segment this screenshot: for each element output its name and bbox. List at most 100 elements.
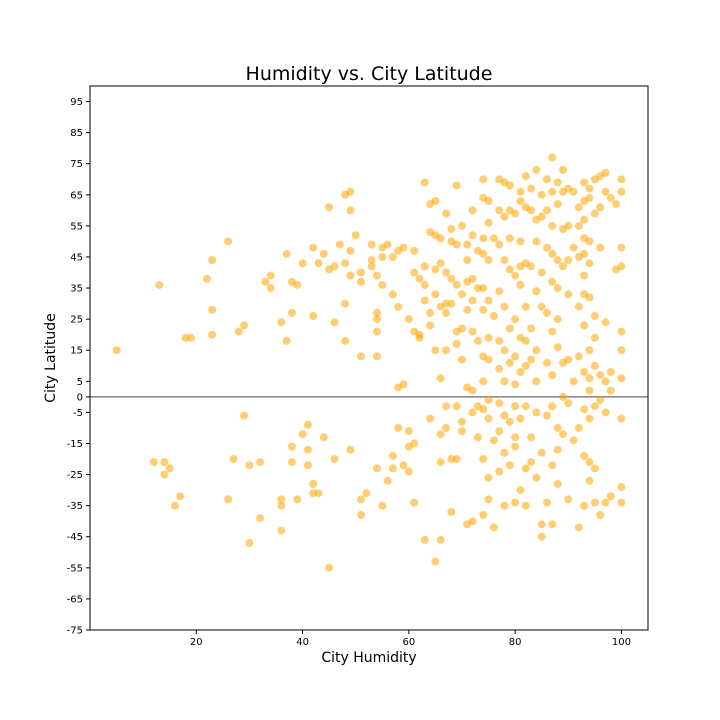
y-tick-label: 65 bbox=[70, 190, 83, 201]
data-point bbox=[484, 197, 493, 205]
y-tick-label: 5 bbox=[77, 377, 83, 388]
data-point bbox=[330, 455, 339, 463]
data-point bbox=[548, 402, 557, 411]
data-point bbox=[516, 187, 525, 196]
x-tick-label: 60 bbox=[402, 637, 415, 648]
data-point bbox=[452, 181, 461, 190]
data-point bbox=[521, 464, 530, 473]
data-point bbox=[516, 280, 525, 289]
data-point bbox=[564, 256, 573, 265]
y-tick-label: -15 bbox=[67, 439, 83, 450]
data-point bbox=[367, 262, 376, 271]
data-point bbox=[585, 374, 594, 383]
data-point bbox=[277, 495, 286, 504]
data-point bbox=[277, 526, 286, 535]
data-point bbox=[617, 243, 626, 252]
data-points bbox=[112, 153, 626, 572]
data-point bbox=[357, 268, 365, 277]
data-point bbox=[521, 302, 530, 311]
data-point bbox=[388, 253, 397, 261]
y-tick-label: 15 bbox=[70, 346, 83, 357]
data-point bbox=[452, 455, 461, 463]
data-point bbox=[564, 355, 573, 364]
data-point bbox=[431, 197, 440, 205]
data-point bbox=[171, 501, 179, 510]
data-point bbox=[256, 514, 265, 523]
data-point bbox=[463, 256, 472, 265]
data-point bbox=[436, 234, 445, 243]
data-point bbox=[394, 302, 403, 311]
data-point bbox=[521, 172, 530, 181]
data-point bbox=[341, 336, 350, 345]
y-tick-label: 35 bbox=[70, 284, 83, 295]
data-point bbox=[537, 190, 546, 199]
data-point bbox=[298, 259, 307, 268]
data-point bbox=[314, 489, 323, 498]
data-point bbox=[484, 296, 493, 305]
data-point bbox=[574, 352, 583, 361]
x-tick-label: 20 bbox=[190, 637, 203, 648]
data-point bbox=[537, 520, 546, 529]
data-point bbox=[341, 259, 350, 268]
data-point bbox=[436, 458, 445, 467]
data-point bbox=[346, 246, 355, 255]
y-tick-label: 85 bbox=[70, 128, 83, 139]
data-point bbox=[537, 302, 546, 311]
data-point bbox=[266, 271, 275, 280]
data-point bbox=[479, 284, 488, 293]
data-point bbox=[447, 274, 456, 283]
data-point bbox=[452, 240, 461, 249]
data-point bbox=[548, 153, 557, 162]
data-point bbox=[601, 498, 610, 507]
data-point bbox=[436, 259, 445, 268]
chart-title: Humidity vs. City Latitude bbox=[246, 63, 493, 85]
data-point bbox=[569, 377, 578, 386]
data-point bbox=[612, 200, 621, 209]
data-point bbox=[431, 557, 440, 566]
data-point bbox=[559, 262, 567, 271]
data-point bbox=[585, 293, 594, 302]
data-point bbox=[553, 423, 562, 432]
data-point bbox=[484, 355, 493, 364]
data-point bbox=[596, 511, 605, 519]
y-tick-label: 95 bbox=[70, 97, 83, 108]
data-point bbox=[479, 305, 488, 314]
data-point bbox=[596, 203, 605, 212]
data-point bbox=[511, 442, 520, 451]
data-point bbox=[495, 206, 504, 215]
data-point bbox=[548, 520, 557, 529]
data-point bbox=[590, 498, 599, 507]
data-point bbox=[585, 476, 594, 485]
data-point bbox=[426, 308, 435, 317]
data-point bbox=[617, 414, 626, 423]
data-point bbox=[574, 302, 583, 311]
data-point bbox=[341, 299, 350, 308]
x-tick-label: 100 bbox=[612, 637, 631, 648]
data-point bbox=[458, 355, 466, 364]
data-point bbox=[580, 215, 589, 224]
data-point bbox=[404, 467, 413, 476]
data-point bbox=[590, 361, 599, 370]
data-point bbox=[452, 402, 461, 411]
data-point bbox=[240, 411, 249, 420]
data-point bbox=[505, 234, 514, 243]
data-point bbox=[442, 402, 451, 411]
data-point bbox=[574, 203, 583, 212]
data-point bbox=[527, 206, 536, 215]
data-point bbox=[596, 243, 605, 252]
data-point bbox=[590, 209, 599, 218]
data-point bbox=[330, 318, 339, 327]
data-point bbox=[473, 336, 482, 345]
data-point bbox=[527, 324, 536, 333]
data-point bbox=[468, 408, 477, 417]
data-point bbox=[495, 287, 504, 296]
data-point bbox=[590, 312, 599, 320]
data-point bbox=[357, 511, 365, 519]
data-point bbox=[298, 430, 307, 439]
data-point bbox=[543, 206, 551, 215]
data-point bbox=[516, 414, 525, 423]
data-point bbox=[559, 392, 567, 401]
data-point bbox=[155, 280, 164, 289]
data-point bbox=[505, 417, 514, 426]
data-point bbox=[500, 256, 509, 265]
